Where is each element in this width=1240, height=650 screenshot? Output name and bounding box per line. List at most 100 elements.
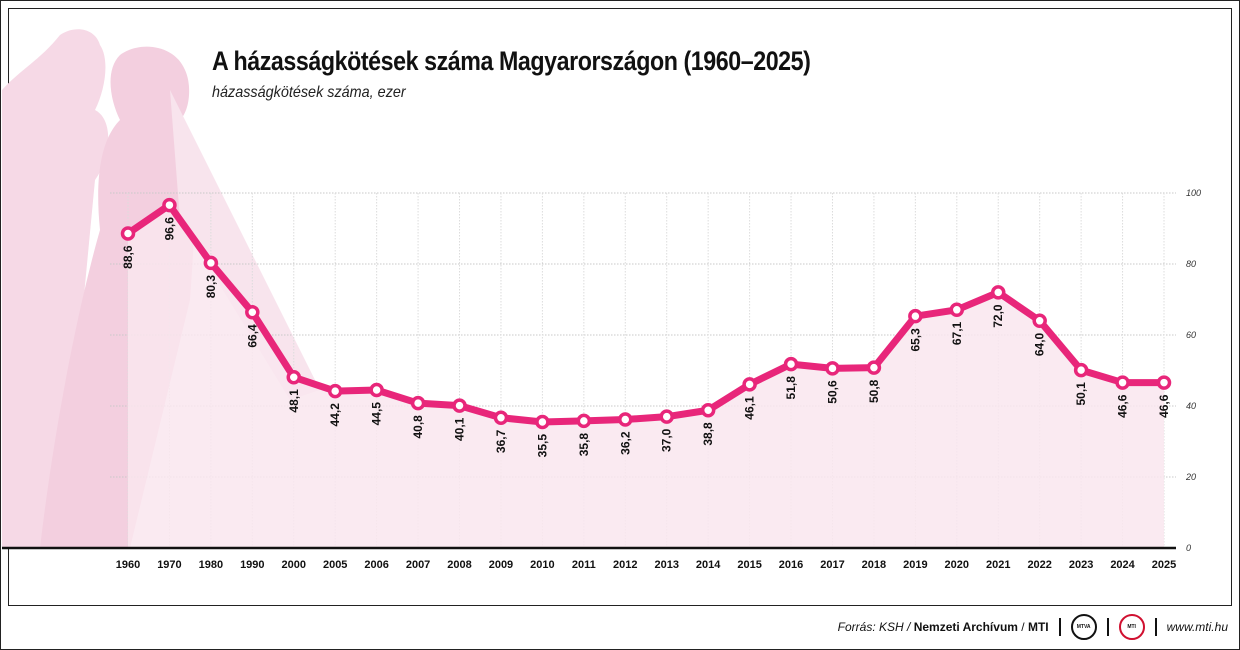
- data-label: 72,0: [991, 304, 1005, 328]
- data-label: 40,1: [453, 417, 467, 441]
- data-point: [120, 226, 136, 241]
- data-point: [618, 412, 633, 427]
- x-tick-label: 2023: [1069, 559, 1093, 571]
- data-labels: 88,6 96,6 80,3 66,4 48,1 44,2 44,5 40,8 40,1 36,7…: [121, 217, 1171, 458]
- x-tick-label: 2017: [820, 559, 844, 571]
- data-label: 96,6: [162, 217, 176, 241]
- data-label: 35,8: [577, 433, 591, 457]
- data-point: [245, 305, 260, 320]
- data-point: [410, 395, 426, 411]
- data-label: 65,3: [908, 328, 922, 352]
- data-point: [866, 360, 882, 375]
- data-label: 67,1: [950, 321, 964, 345]
- data-point: [659, 409, 674, 424]
- chart-title: A házasságkötések száma Magyarországon (…: [212, 46, 811, 76]
- y-tick-label: 40: [1186, 401, 1196, 411]
- data-point: [203, 255, 219, 271]
- x-tick-label: 2010: [530, 559, 554, 571]
- chart-subtitle: házasságkötések száma, ezer: [212, 84, 406, 101]
- x-tick-label: 2008: [447, 559, 471, 571]
- x-tick-label: 2020: [945, 559, 969, 571]
- x-tick-label: 2025: [1152, 559, 1176, 571]
- data-label: 46,1: [743, 396, 757, 420]
- data-point: [908, 308, 923, 324]
- x-tick-label: 2006: [364, 559, 388, 571]
- x-tick-label: 2005: [323, 559, 347, 571]
- data-point: [783, 356, 799, 372]
- data-point: [742, 377, 757, 392]
- data-label: 46,6: [1157, 394, 1171, 418]
- data-label: 37,0: [660, 428, 674, 452]
- data-point: [1156, 375, 1172, 390]
- divider: [1058, 618, 1061, 636]
- x-tick-label: 2013: [654, 559, 678, 571]
- y-tick-label: 20: [1185, 472, 1196, 482]
- data-point: [286, 369, 302, 385]
- data-point: [327, 383, 343, 399]
- x-tick-label: 1960: [116, 559, 140, 571]
- data-point: [493, 410, 509, 425]
- data-label: 36,2: [618, 431, 632, 455]
- x-tick-label: 2022: [1027, 559, 1051, 571]
- x-tick-label: 2021: [986, 559, 1010, 571]
- mtva-logo: MTVA: [1070, 614, 1097, 640]
- x-tick-label: 1980: [199, 559, 223, 571]
- area-fill: [128, 205, 1164, 548]
- y-tick-label: 60: [1186, 330, 1196, 340]
- y-axis: 0 20 40 60 80 100: [1185, 188, 1201, 553]
- x-tick-label: 2012: [613, 559, 637, 571]
- data-label: 38,8: [701, 422, 715, 446]
- data-label: 35,5: [535, 434, 549, 458]
- y-tick-label: 100: [1186, 188, 1201, 198]
- x-tick-label: 2019: [903, 559, 927, 571]
- x-tick-label: 2007: [406, 559, 430, 571]
- data-label: 88,6: [121, 245, 135, 269]
- data-point: [452, 398, 467, 413]
- x-tick-label: 2024: [1110, 559, 1135, 571]
- data-label: 50,1: [1074, 382, 1088, 406]
- data-label: 44,2: [328, 403, 342, 427]
- data-label: 44,5: [370, 402, 384, 426]
- data-label: 80,3: [204, 275, 218, 299]
- x-axis-labels: 1960 1970 1980 1990 2000 2005 2006 2007 2008 2009…: [116, 559, 1176, 571]
- x-tick-label: 1990: [240, 559, 264, 571]
- data-label: 64,0: [1033, 332, 1047, 356]
- data-point: [576, 413, 592, 429]
- divider: [1154, 618, 1157, 636]
- points: [120, 197, 1172, 430]
- data-point: [162, 197, 177, 213]
- x-tick-label: 2009: [489, 559, 513, 571]
- website: www.mti.hu: [1166, 620, 1228, 634]
- data-label: 51,8: [784, 376, 798, 400]
- data-label: 40,8: [411, 415, 425, 439]
- mti-logo: MTI: [1118, 614, 1145, 640]
- data-point: [949, 302, 965, 318]
- data-label: 66,4: [245, 324, 259, 348]
- data-point: [369, 382, 384, 398]
- source: Forrás: KSH / Nemzeti Archívum / MTI: [837, 620, 1049, 634]
- x-tick-label: 2014: [696, 559, 721, 571]
- data-label: 50,8: [867, 379, 881, 403]
- data-point: [1073, 362, 1089, 378]
- x-tick-label: 2015: [737, 559, 761, 571]
- data-label: 36,7: [494, 429, 508, 453]
- x-tick-label: 2016: [779, 559, 803, 571]
- footer: Forrás: KSH / Nemzeti Archívum / MTI MTV…: [838, 614, 1228, 640]
- series-line: [126, 201, 1164, 426]
- data-point: [990, 285, 1006, 300]
- data-label: 50,6: [825, 380, 839, 404]
- y-tick-label: 0: [1186, 543, 1191, 553]
- data-point: [1115, 375, 1130, 390]
- x-tick-label: 1970: [157, 559, 181, 571]
- y-tick-label: 80: [1186, 259, 1196, 269]
- data-point: [535, 414, 550, 430]
- data-point: [700, 403, 716, 418]
- data-point: [825, 361, 840, 376]
- x-tick-label: 2000: [282, 559, 306, 571]
- data-point: [1032, 313, 1047, 329]
- x-tick-label: 2011: [572, 559, 596, 571]
- x-tick-label: 2018: [862, 559, 886, 571]
- data-label: 48,1: [287, 389, 301, 413]
- data-label: 46,6: [1116, 394, 1130, 418]
